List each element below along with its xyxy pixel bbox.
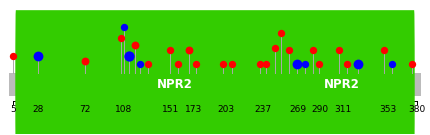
- Text: 5: 5: [10, 105, 16, 114]
- Text: 237: 237: [255, 105, 271, 114]
- Point: [144, 63, 151, 65]
- Text: 311: 311: [334, 105, 351, 114]
- Point: [380, 49, 387, 52]
- Point: [220, 63, 227, 65]
- Point: [82, 60, 89, 62]
- Point: [185, 49, 192, 52]
- Point: [9, 54, 16, 57]
- Point: [294, 63, 301, 65]
- Text: 151: 151: [162, 105, 179, 114]
- Bar: [413, 73, 421, 96]
- Point: [354, 63, 361, 65]
- Point: [131, 44, 138, 47]
- Text: 72: 72: [80, 105, 91, 114]
- Text: 290: 290: [311, 105, 329, 114]
- Point: [167, 49, 174, 52]
- Point: [193, 63, 200, 65]
- Point: [137, 63, 144, 65]
- Point: [117, 37, 124, 39]
- Point: [408, 63, 415, 65]
- Point: [228, 63, 235, 65]
- Text: 108: 108: [115, 105, 132, 114]
- Point: [344, 63, 350, 65]
- Point: [309, 49, 316, 52]
- Text: 173: 173: [185, 105, 203, 114]
- Text: 269: 269: [289, 105, 306, 114]
- Point: [286, 49, 292, 52]
- Point: [271, 47, 278, 49]
- Text: 353: 353: [379, 105, 396, 114]
- Point: [126, 54, 133, 57]
- Text: NPR2: NPR2: [324, 78, 359, 91]
- Text: NPR2: NPR2: [157, 78, 193, 91]
- Point: [175, 63, 181, 65]
- Point: [301, 63, 308, 65]
- Point: [336, 49, 343, 52]
- Point: [34, 54, 41, 57]
- Point: [120, 26, 127, 28]
- Point: [316, 63, 322, 65]
- Point: [256, 63, 263, 65]
- Point: [389, 63, 396, 65]
- Point: [278, 32, 285, 34]
- Text: 380: 380: [408, 105, 426, 114]
- Bar: [9, 73, 17, 96]
- FancyBboxPatch shape: [15, 10, 415, 135]
- Point: [263, 63, 270, 65]
- Text: 28: 28: [32, 105, 43, 114]
- Text: 203: 203: [218, 105, 235, 114]
